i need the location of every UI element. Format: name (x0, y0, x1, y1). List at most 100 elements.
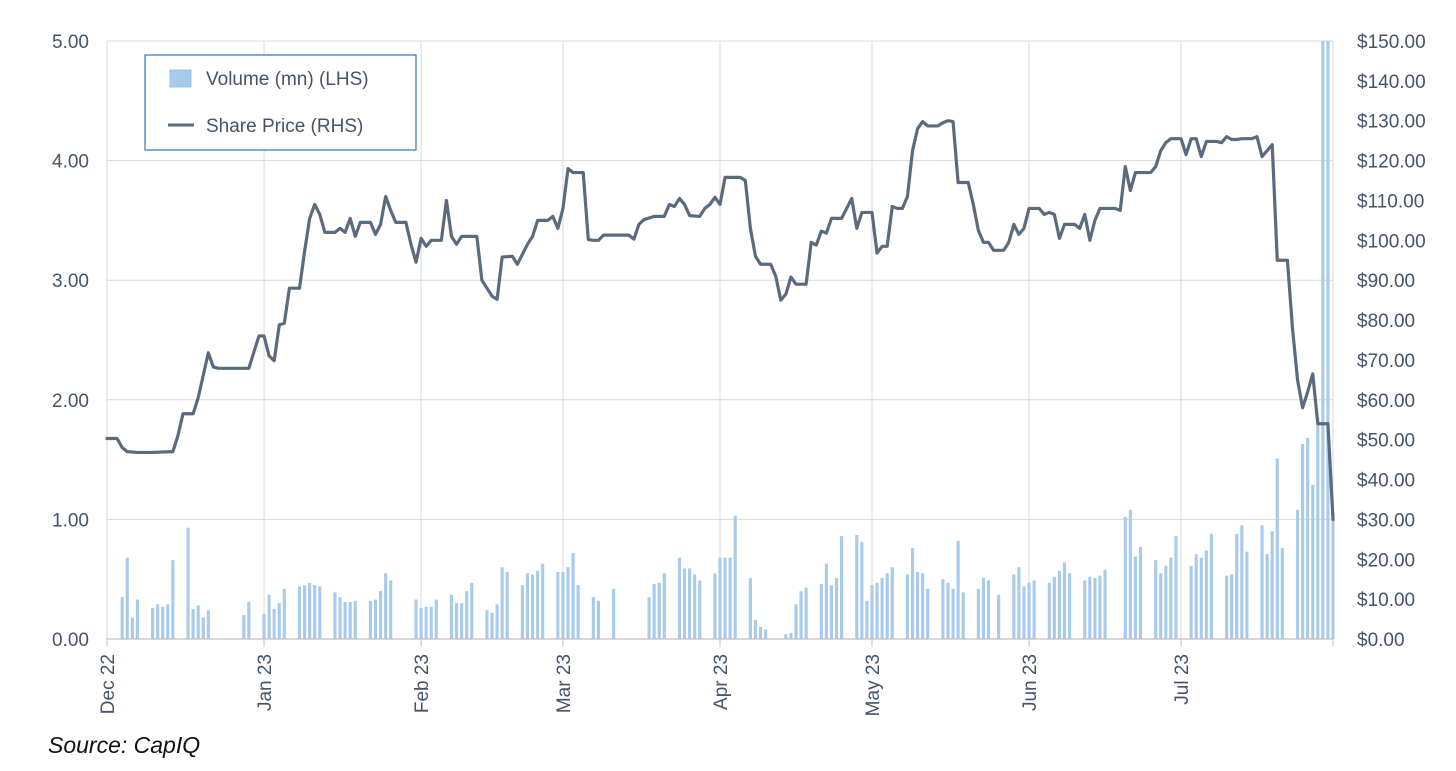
volume-bar-41 (449, 594, 454, 639)
volume-bar-57 (561, 572, 565, 639)
volume-bar-93 (860, 542, 864, 639)
volume-bar-138 (1174, 536, 1178, 639)
right-tick-label-6: $60.00 (1357, 391, 1415, 412)
left-axis-ticks: 0.00 1.00 2.00 3.00 4.00 5.00 (52, 32, 89, 651)
left-tick-label-3: 3.00 (52, 271, 89, 292)
volume-bar-149 (1260, 525, 1264, 639)
volume-bar-20 (282, 588, 286, 639)
volume-bar-108 (951, 588, 955, 639)
volume-bar-156 (1306, 438, 1310, 639)
volume-bar-97 (875, 582, 879, 639)
volume-bar-69 (682, 568, 687, 639)
volume-bar-131 (1128, 509, 1132, 639)
volume-bar-121 (1052, 576, 1056, 639)
volume-bar-35 (389, 580, 393, 639)
volume-bar-147 (1240, 525, 1244, 639)
volume-bar-125 (1083, 580, 1087, 639)
legend-price-label: Share Price (RHS) (206, 116, 363, 137)
volume-bar-47 (490, 612, 494, 639)
volume-bar-81 (764, 629, 768, 639)
volume-bar-96 (870, 627, 874, 639)
x-tick-label-0: Dec 22 (98, 654, 119, 714)
right-tick-label-10: $100.00 (1357, 231, 1426, 252)
volume-bar-13 (206, 610, 210, 639)
volume-bar-142 (1204, 550, 1208, 639)
volume-bar-95 (870, 585, 874, 639)
volume-bar-109 (956, 540, 960, 639)
volume-bar-44 (465, 591, 469, 639)
volume-bar-112 (981, 578, 985, 639)
x-axis-ticks: Dec 22 Jan 23 Feb 23 Mar 23 Apr 23 May 23 Jun … (98, 639, 1334, 716)
volume-bar-21 (297, 586, 302, 639)
volume-bar-72 (698, 580, 702, 639)
volume-bar-64 (647, 597, 651, 639)
volume-bar-71 (693, 574, 697, 639)
source-note: Source: CapIQ (48, 732, 201, 758)
volume-bar-65 (652, 583, 656, 639)
volume-bar-157 (1311, 484, 1315, 639)
volume-bar-68 (677, 557, 682, 639)
volume-bar-3 (135, 599, 139, 639)
volume-bar-130 (1123, 517, 1127, 639)
volume-bar-89 (829, 585, 834, 639)
volume-bar-114 (997, 594, 1001, 639)
volume-bar-58 (566, 567, 570, 639)
volume-bar-103 (916, 572, 920, 639)
volume-bar-23 (308, 582, 312, 639)
volume-bar-42 (455, 603, 459, 639)
x-tick-label-2: Feb 23 (412, 654, 433, 713)
volume-bar-10 (191, 609, 195, 639)
volume-bar-28 (343, 601, 347, 639)
volume-bar-51 (520, 585, 524, 639)
volume-bar-45 (470, 582, 474, 639)
volume-bar-9 (186, 527, 190, 639)
volume-bar-161 (1331, 512, 1335, 639)
volume-bar-83 (789, 633, 793, 639)
volume-bar-17 (267, 594, 271, 639)
volume-bar-159 (1321, 41, 1325, 639)
volume-bar-129 (1103, 569, 1107, 639)
volume-bar-116 (1017, 567, 1021, 639)
volume-bar-48 (495, 604, 499, 639)
volume-bar-118 (1027, 582, 1031, 639)
volume-bar-49 (500, 567, 504, 639)
left-tick-label-0: 0.00 (52, 630, 89, 651)
volume-bar-94 (865, 600, 869, 639)
volume-bar-19 (277, 603, 281, 639)
volume-bar-27 (338, 597, 342, 639)
volume-bar-88 (824, 563, 828, 639)
volume-bar-31 (368, 600, 372, 639)
right-tick-label-0: $0.00 (1357, 630, 1405, 651)
volume-bar-152 (1275, 458, 1279, 639)
left-tick-label-5: 5.00 (52, 32, 89, 53)
volume-bar-73 (713, 573, 717, 639)
volume-bar-6 (161, 606, 165, 639)
volume-bar-36 (414, 599, 418, 639)
volume-bar-54 (536, 570, 540, 639)
right-tick-label-5: $50.00 (1357, 431, 1415, 452)
share-price-line (105, 119, 1335, 522)
volume-bar-40 (434, 599, 438, 639)
x-tick-label-4: Apr 23 (711, 654, 732, 710)
volume-bar-37 (419, 607, 423, 639)
volume-bar-80 (758, 627, 763, 639)
right-tick-label-14: $140.00 (1357, 72, 1426, 93)
volume-bar-150 (1265, 554, 1269, 639)
volume-bar-53 (530, 574, 535, 639)
volume-bar-8 (171, 560, 175, 639)
volume-bar-123 (1062, 562, 1067, 639)
volume-bar-61 (591, 597, 595, 639)
volume-bar-104 (921, 573, 925, 639)
volume-bar-34 (384, 573, 388, 639)
volume-bar-59 (571, 552, 575, 639)
volume-bar-91 (840, 536, 844, 639)
volume-bar-38 (424, 606, 428, 639)
right-tick-label-11: $110.00 (1357, 191, 1424, 212)
right-tick-label-2: $20.00 (1357, 550, 1415, 571)
volume-bar-100 (890, 567, 894, 639)
volume-bar-151 (1270, 531, 1274, 639)
x-tick-label-7: Jul 23 (1172, 654, 1193, 705)
volume-bar-15 (247, 601, 251, 639)
left-tick-label-2: 2.00 (52, 391, 89, 412)
right-tick-label-4: $40.00 (1357, 471, 1415, 492)
